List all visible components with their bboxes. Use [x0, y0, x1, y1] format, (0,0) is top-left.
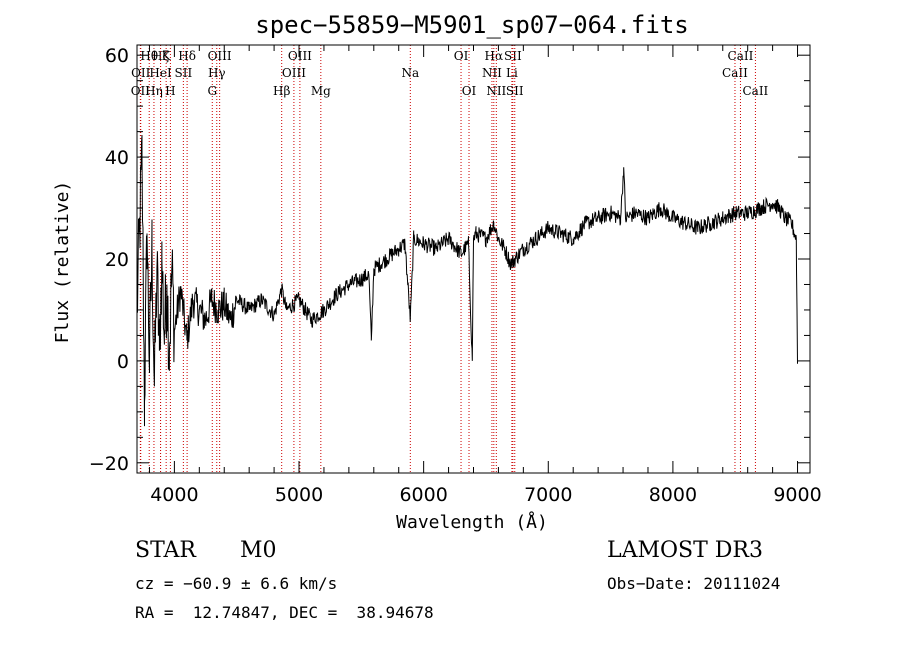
x-tick-label: 4000	[150, 484, 198, 506]
marker-label: Na	[401, 66, 419, 80]
marker-label: Hθ	[140, 49, 158, 63]
marker-label: OII	[131, 66, 151, 80]
marker-label: NII	[482, 66, 502, 80]
x-axis-label: Wavelength (Å)	[396, 511, 548, 533]
marker-label: SII	[175, 66, 193, 80]
marker-label: CaII	[722, 66, 748, 80]
marker-label: Hδ	[178, 49, 196, 63]
y-tick-label: 40	[105, 147, 129, 169]
chart-title: spec−55859−M5901_sp07−064.fits	[255, 11, 688, 39]
marker-label: OIII	[208, 49, 232, 63]
y-tick-label: −20	[89, 453, 129, 475]
marker-label: Mg	[311, 84, 331, 98]
marker-label: CaII	[742, 84, 768, 98]
x-tick-label: 9000	[773, 484, 821, 506]
marker-label: NII	[486, 84, 506, 98]
x-tick-label: 7000	[524, 484, 572, 506]
y-axis-label: Flux (relative)	[52, 181, 73, 344]
marker-label: OIII	[288, 49, 312, 63]
marker-label: CaII	[728, 49, 754, 63]
object-subclass: M0	[240, 538, 277, 563]
marker-label: SII	[506, 84, 524, 98]
marker-label: Hγ	[208, 66, 226, 80]
ra-dec: RA = 12.74847, DEC = 38.94678	[135, 603, 434, 622]
marker-label: H	[165, 84, 175, 98]
y-tick-label: 0	[117, 351, 129, 373]
x-tick-label: 6000	[399, 484, 447, 506]
marker-label: Hα	[485, 49, 504, 63]
marker-label: G	[207, 84, 217, 98]
line-markers: OIIHθOIIHηHζHeIKHSIIHδGHγOIIIHβOIIIOIIIM…	[131, 45, 769, 473]
marker-label: HeI	[149, 66, 172, 80]
marker-label: K	[162, 49, 172, 63]
marker-label: OI	[462, 84, 477, 98]
marker-label: Hη	[145, 84, 163, 98]
marker-label: Hβ	[273, 84, 290, 98]
marker-label: OI	[454, 49, 469, 63]
x-tick-label: 5000	[275, 484, 323, 506]
marker-label: Li	[506, 66, 518, 80]
axis-ticks: 4000 5000 6000 7000 8000 9000 −20 0 20 40 60	[89, 45, 822, 506]
x-tick-label: 8000	[649, 484, 697, 506]
marker-label: Hζ	[152, 49, 169, 63]
object-class: STAR	[135, 538, 196, 563]
data-series	[136, 135, 798, 427]
y-tick-label: 20	[105, 249, 129, 271]
redshift-cz: cz = −60.9 ± 6.6 km/s	[135, 574, 338, 593]
marker-label: OIII	[282, 66, 306, 80]
y-tick-label: 60	[105, 45, 129, 67]
marker-label: SII	[504, 49, 522, 63]
spectrum-line	[136, 135, 798, 427]
obs-date: Obs−Date: 20111024	[607, 574, 781, 593]
survey-name: LAMOST DR3	[607, 538, 763, 563]
